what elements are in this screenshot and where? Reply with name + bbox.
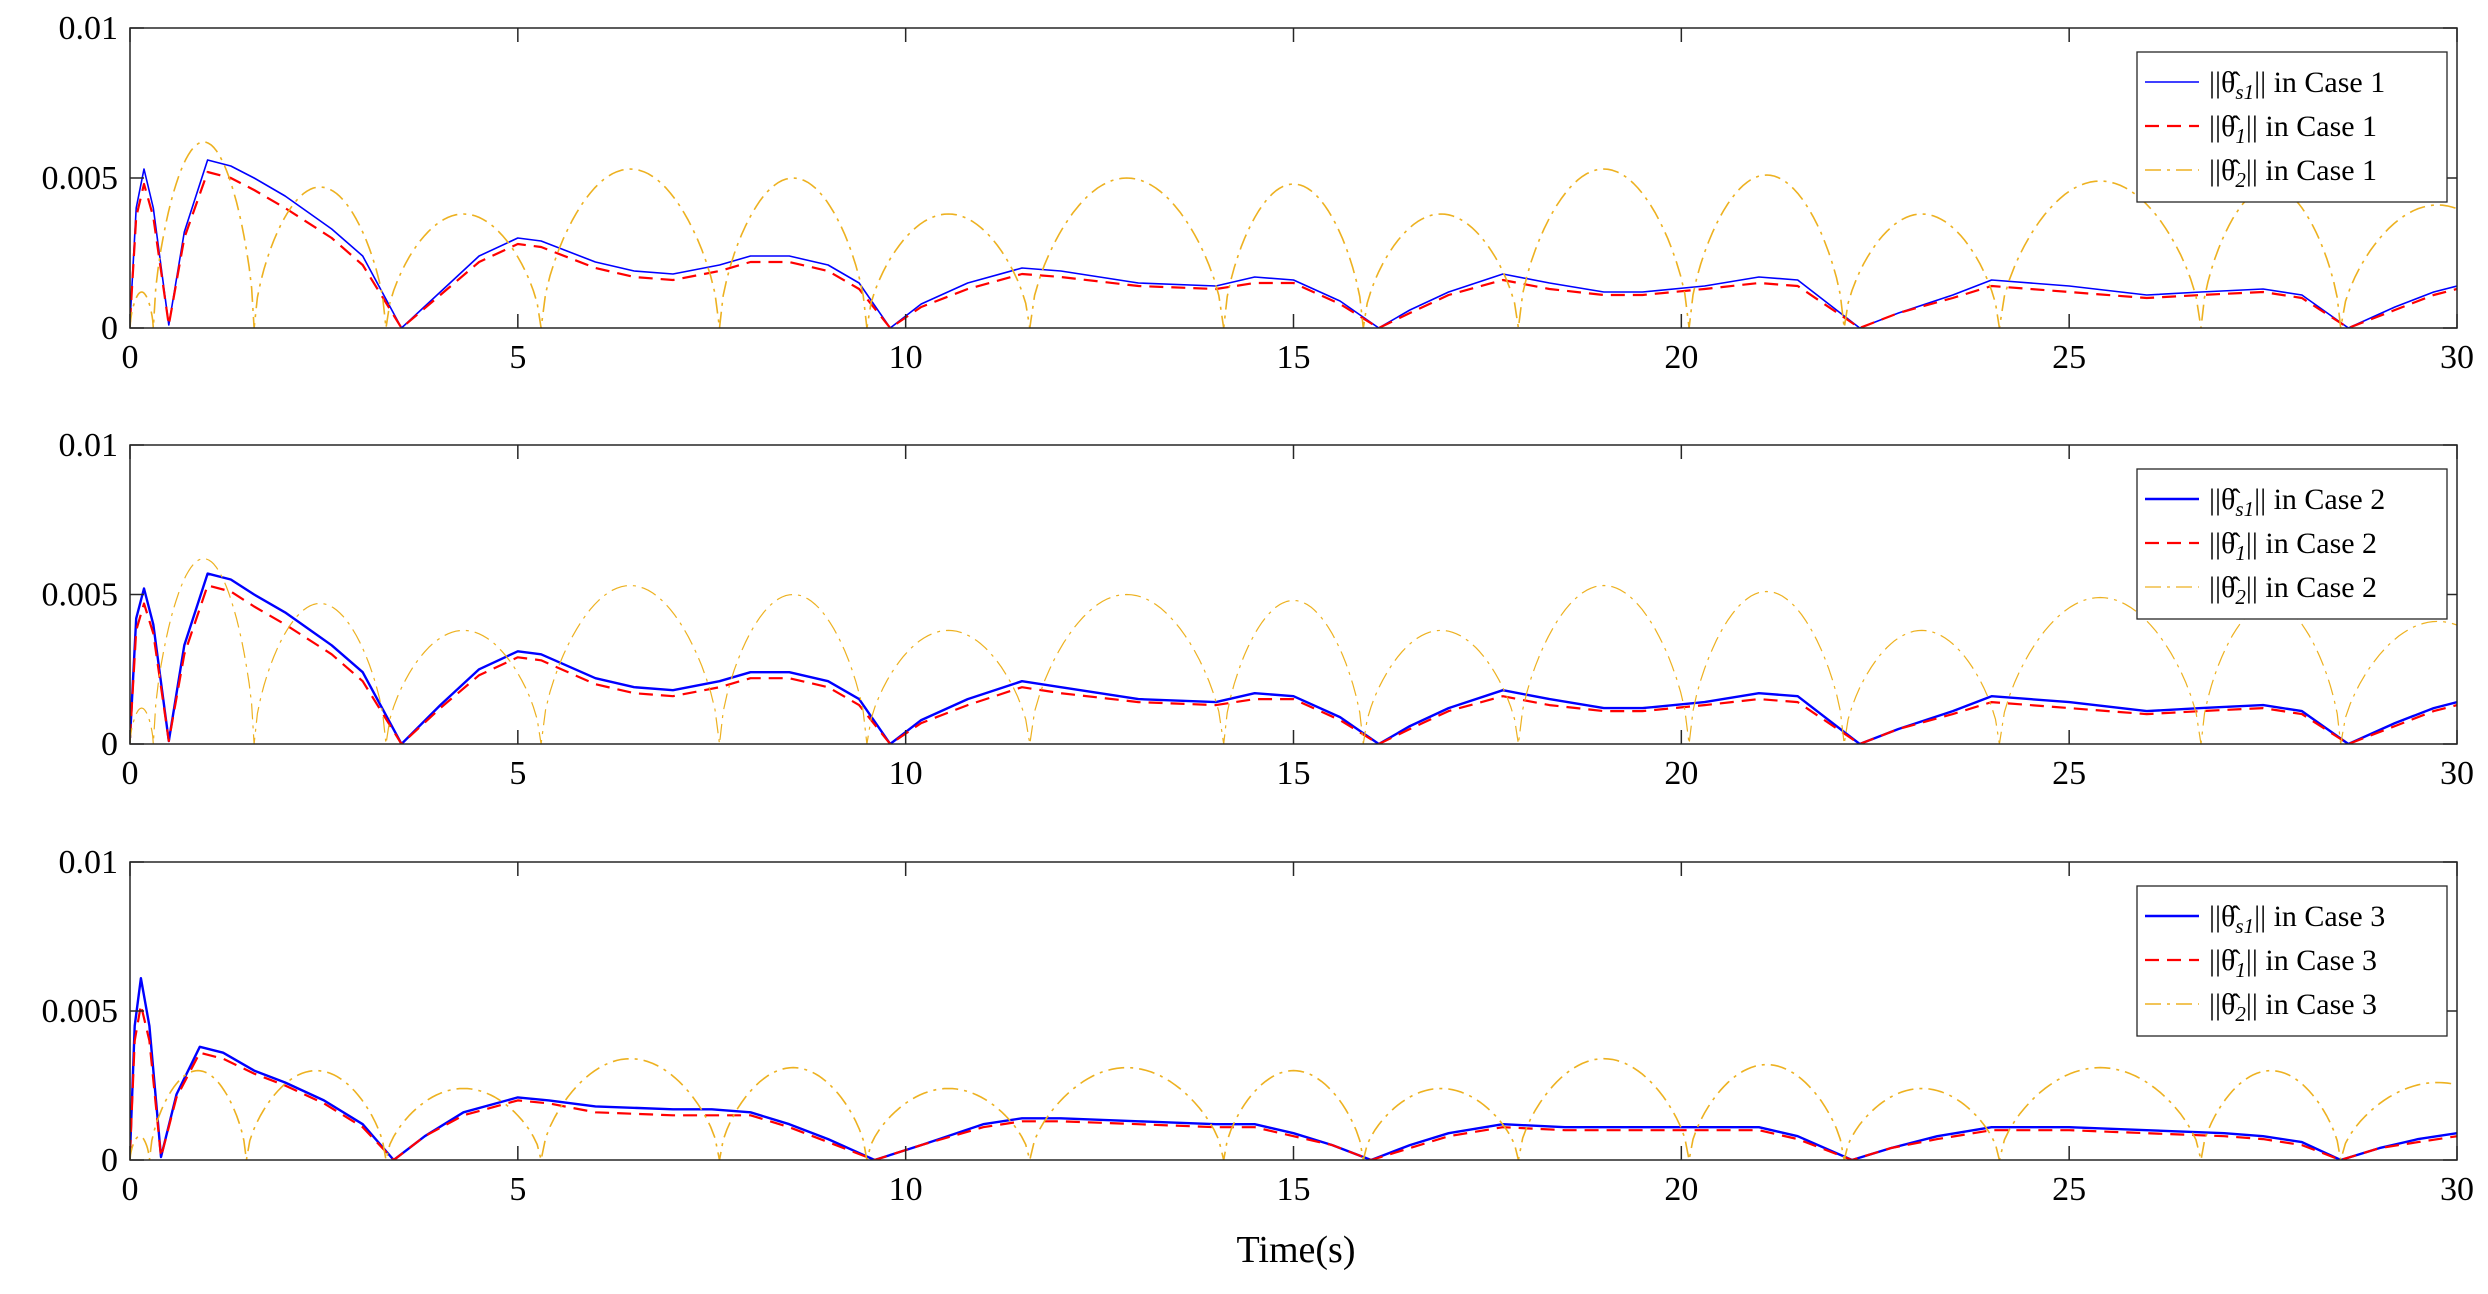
y-tick-label: 0.005: [42, 993, 119, 1030]
legend-label: ||θ̂1|| in Case 1: [2209, 110, 2377, 148]
legend-label: ||θ̂1|| in Case 3: [2209, 944, 2377, 982]
plot-area: [130, 862, 2457, 1160]
x-tick-label: 10: [889, 339, 923, 376]
x-tick-label: 30: [2440, 339, 2474, 376]
x-tick-label: 15: [1277, 339, 1311, 376]
x-tick-label: 5: [509, 755, 526, 792]
x-tick-label: 15: [1277, 1171, 1311, 1208]
legend: ||θ̂s1|| in Case 2||θ̂1|| in Case 2||θ̂2…: [2137, 469, 2447, 619]
y-tick-label: 0.01: [59, 427, 119, 464]
x-tick-label: 5: [509, 1171, 526, 1208]
legend-label: ||θ̂2|| in Case 2: [2209, 571, 2377, 609]
chart-panel-1: 0 5 10 15 20 25 30 0 0.005 0.01 ||θ̂s1|| in Case 1…: [42, 10, 2488, 376]
x-tick-label: 15: [1277, 755, 1311, 792]
y-tick-label: 0.01: [59, 10, 119, 47]
x-tick-label: 0: [122, 1171, 139, 1208]
y-tick-label: 0.01: [59, 844, 119, 881]
legend-label: ||θ̂2|| in Case 3: [2209, 988, 2377, 1026]
x-tick-label: 25: [2052, 1171, 2086, 1208]
x-tick-label: 10: [889, 1171, 923, 1208]
x-tick-label: 10: [889, 755, 923, 792]
x-tick-label: 25: [2052, 755, 2086, 792]
y-tick-label: 0: [101, 726, 118, 763]
x-tick-label: 30: [2440, 755, 2474, 792]
x-tick-label: 25: [2052, 339, 2086, 376]
x-tick-label: 0: [122, 755, 139, 792]
x-tick-label: 30: [2440, 1171, 2474, 1208]
y-tick-label: 0.005: [42, 577, 119, 614]
legend-label: ||θ̂2|| in Case 1: [2209, 154, 2377, 192]
x-tick-label: 0: [122, 339, 139, 376]
chart-panel-2: 0 5 10 15 20 25 30 0 0.005 0.01 ||θ̂s1|| in Case 2…: [42, 427, 2488, 792]
x-tick-label: 20: [1664, 755, 1698, 792]
x-tick-label: 5: [509, 339, 526, 376]
y-tick-label: 0: [101, 310, 118, 347]
y-tick-label: 0: [101, 1142, 118, 1179]
x-axis-label: Time(s): [1237, 1229, 1356, 1271]
y-tick-label: 0.005: [42, 160, 119, 197]
legend-label: ||θ̂1|| in Case 2: [2209, 527, 2377, 565]
x-tick-label: 20: [1664, 339, 1698, 376]
x-tick-label: 20: [1664, 1171, 1698, 1208]
legend: ||θ̂s1|| in Case 3||θ̂1|| in Case 3||θ̂2…: [2137, 886, 2447, 1036]
chart-panel-3: 0 5 10 15 20 25 30 0 0.005 0.01 ||θ̂s1|| in Case 3…: [42, 844, 2488, 1208]
legend: ||θ̂s1|| in Case 1||θ̂1|| in Case 1||θ̂2…: [2137, 52, 2447, 202]
